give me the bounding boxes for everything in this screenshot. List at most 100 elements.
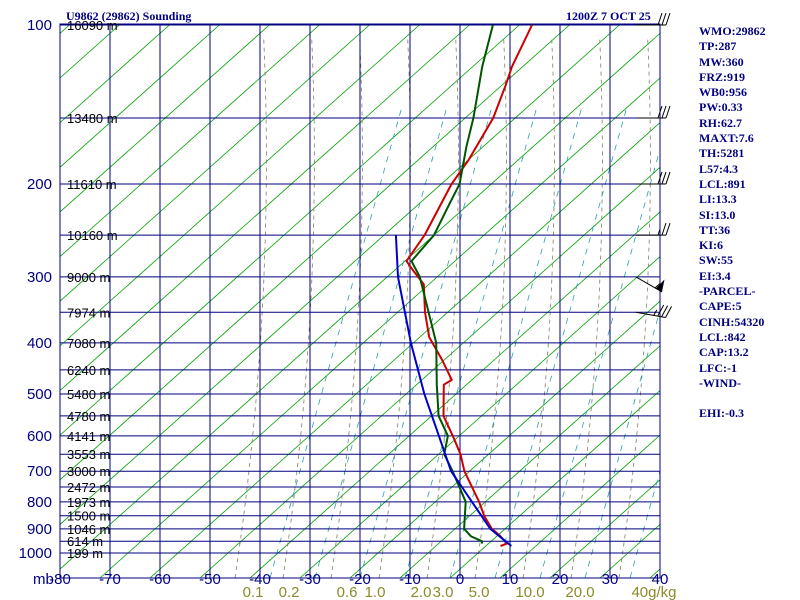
plot-frame — [59, 23, 661, 579]
wind-barb-half-feather — [653, 309, 658, 316]
mixing-ratio-label: 0.1 — [243, 584, 264, 600]
wind-barb — [636, 105, 671, 119]
wind-barb-half-feather — [657, 228, 661, 236]
height-label: 6240 m — [67, 363, 110, 378]
pressure-tick-label: 100 — [27, 17, 52, 34]
dewpoint-profile — [410, 24, 494, 544]
moist-adiabat — [570, 37, 603, 578]
index-item: CAPE:5 — [699, 299, 742, 314]
dry-adiabat — [499, 434, 660, 578]
index-item — [699, 391, 766, 406]
height-label: 3553 m — [67, 447, 110, 462]
adiabat-background — [0, 24, 660, 578]
temperature-tick-label: -50 — [199, 571, 221, 588]
pressure-tick-label: 500 — [27, 386, 52, 403]
dry-adiabat — [399, 345, 660, 578]
wind-barb — [636, 171, 671, 185]
index-item: CINH:54320 — [699, 314, 765, 329]
mixing-ratio-label: 20.0 — [565, 584, 594, 600]
index-item: L57:4.3 — [699, 161, 738, 176]
temperature-tick-label: -40 — [249, 571, 271, 588]
wind-barb-pennant — [655, 279, 665, 292]
moist-adiabat — [426, 37, 459, 578]
wind-barb-feather — [661, 305, 669, 318]
mixing-ratio-label: 0.6 — [337, 584, 358, 600]
mixing-ratio-label: 5.0 — [469, 584, 490, 600]
pressure-tick-label: 300 — [27, 269, 52, 286]
dry-adiabat — [0, 24, 20, 578]
temperature-tick-label: 30 — [602, 571, 619, 588]
wind-barb-feather — [657, 171, 663, 185]
isobar-isotherm-grid — [59, 23, 661, 579]
temperature-tick-label: 20 — [552, 571, 569, 588]
moist-adiabat — [330, 37, 363, 578]
temperature-tick-label: 10 — [502, 571, 519, 588]
pressure-tick-label: 400 — [27, 335, 52, 352]
index-item: WMO:29862 — [699, 24, 766, 38]
mixing-ratio-label: 10.0 — [515, 584, 544, 600]
index-item: LCL:842 — [699, 329, 746, 344]
height-label: 614 m — [67, 534, 103, 549]
height-label: 2472 m — [67, 480, 110, 495]
height-label: 10160 m — [67, 228, 118, 243]
parcel-path — [394, 235, 513, 547]
wind-barb-shaft — [635, 311, 666, 318]
temperature-profile — [405, 24, 533, 547]
index-item: TT:36 — [699, 222, 731, 237]
dry-adiabat — [60, 24, 271, 213]
wind-barb-feather — [665, 12, 671, 26]
pressure-tick-label: 800 — [27, 494, 52, 511]
moist-adiabat — [378, 37, 411, 578]
index-item: EI:3.4 — [699, 268, 731, 283]
moist-adiabat — [618, 37, 651, 578]
mixing-ratio-label: 3.0 — [433, 584, 454, 600]
height-label: 5480 m — [67, 387, 110, 402]
mixing-ratio-label: 1.0 — [365, 584, 386, 600]
height-label: 13480 m — [67, 111, 118, 126]
wind-barb — [635, 276, 665, 293]
dry-adiabat — [60, 24, 221, 168]
index-item: MAXT:7.6 — [699, 131, 754, 146]
temperature-tick-label: -30 — [299, 571, 321, 588]
wind-barb-feather — [665, 105, 671, 119]
index-item: KI:6 — [699, 238, 723, 253]
height-label: 7974 m — [67, 305, 110, 320]
pressure-unit-label: mb — [33, 571, 54, 588]
wind-barb-feather — [665, 306, 673, 318]
temperature-tick-label: -60 — [149, 571, 171, 588]
index-item: FRZ:919 — [699, 69, 745, 84]
dry-adiabat — [60, 24, 171, 124]
wind-barb-feather — [665, 171, 671, 185]
observation-time: 1200Z 7 OCT 25 — [566, 9, 651, 23]
wind-barbs — [635, 12, 673, 318]
wind-barb — [635, 304, 673, 318]
moist-adiabat — [474, 37, 507, 578]
pressure-tick-label: 1000 — [19, 545, 52, 562]
height-label: 9000 m — [67, 270, 110, 285]
index-item: -WIND- — [699, 375, 741, 390]
pressure-tick-label: 600 — [27, 428, 52, 445]
index-item: LCL:891 — [699, 176, 746, 191]
station-title: U9862 (29862) Sounding — [66, 9, 192, 23]
temperature-tick-label: -20 — [349, 571, 371, 588]
index-item: SW:55 — [699, 253, 734, 268]
index-item: TP:287 — [699, 39, 737, 54]
mixing-ratio-label: 0.2 — [279, 584, 300, 600]
height-label: 4780 m — [67, 409, 110, 424]
index-item: PW:0.33 — [699, 100, 743, 115]
sounding-profiles — [394, 24, 533, 547]
pressure-tick-label: 700 — [27, 463, 52, 480]
wind-barb-feather — [657, 304, 665, 317]
wind-barb-feather — [661, 105, 667, 119]
wind-barb-feather — [661, 222, 667, 236]
wind-barb — [636, 12, 671, 26]
index-item: WB0:956 — [699, 85, 747, 100]
wind-barb-half-feather — [654, 283, 661, 289]
moist-adiabat — [234, 37, 267, 578]
moist-adiabat — [522, 37, 555, 578]
wind-barb-feather — [657, 12, 663, 26]
temperature-tick-label: 0 — [456, 571, 464, 588]
index-item: TH:5281 — [699, 146, 745, 161]
